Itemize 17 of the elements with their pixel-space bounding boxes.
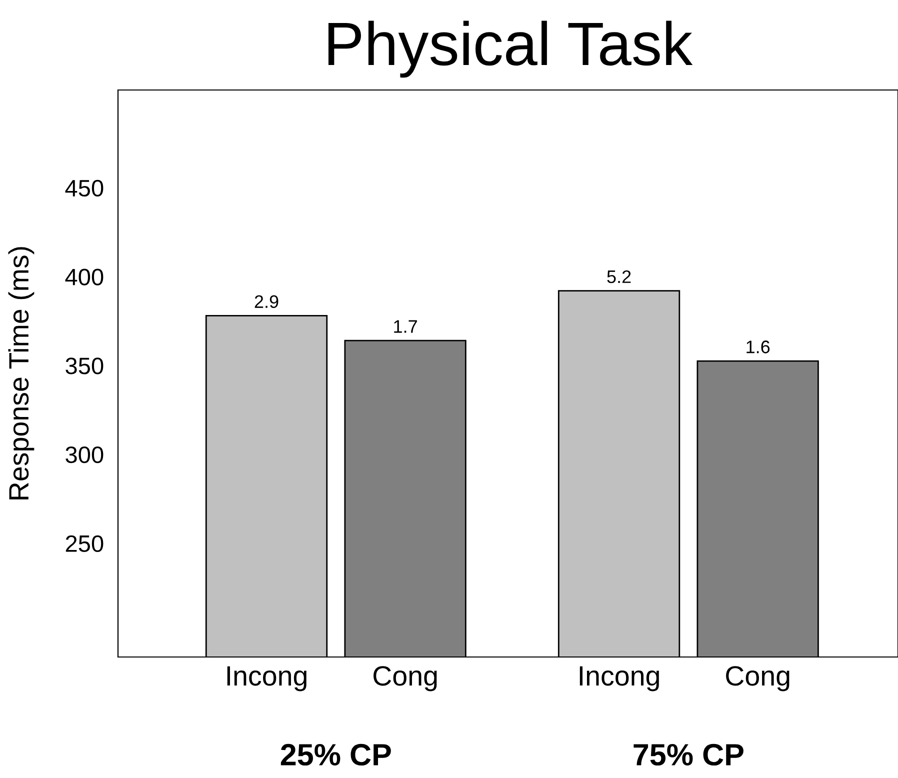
y-tick-label: 300 [66, 446, 104, 464]
annotation: 2.9 [254, 295, 278, 308]
y-tick-label: 400 [65, 268, 104, 286]
annotation: 1.7 [394, 320, 417, 333]
x-tick-label: Cong [726, 666, 790, 692]
y-axis-title: Response Time (ms) [8, 247, 34, 500]
x-tick-label: Cong [374, 666, 437, 692]
text: 25% CP [280, 744, 391, 766]
chart-title: Physical Task [328, 20, 693, 78]
text: 75% CP [634, 744, 744, 766]
y-tick-label: 250 [66, 535, 104, 552]
annotation: 5.2 [607, 270, 631, 284]
y-tick-label: 350 [66, 358, 104, 374]
x-tick-label: Incong [227, 666, 306, 692]
y-tick-label: 450 [65, 180, 104, 197]
annotation: 1.6 [746, 340, 770, 354]
x-tick-label: Incong [580, 666, 659, 692]
